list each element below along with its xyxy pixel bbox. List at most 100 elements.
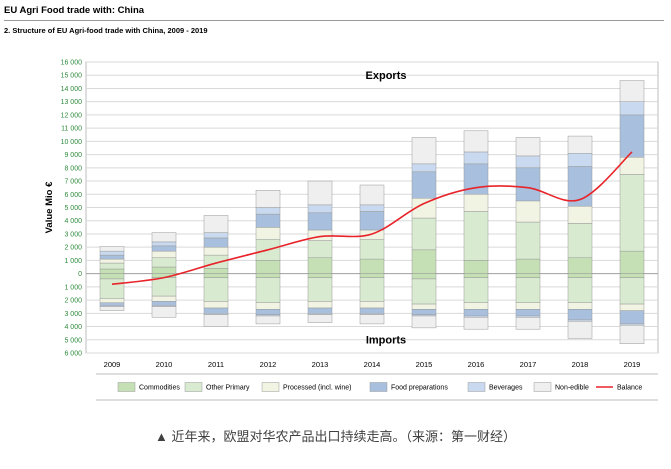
bar-import-food-preparations [255,309,281,315]
bar-export-processed-incl-wine [463,194,489,212]
legend-commodities-swatch [117,382,136,392]
bar-import-other-primary [411,278,437,305]
bar-export-food-preparations [307,212,333,231]
bar-export-food-preparations [515,167,541,202]
bar-import-non-edible [515,317,541,330]
bar-export-non-edible [255,190,281,208]
bar-import-commodities [463,273,489,278]
bar-export-processed-incl-wine [255,227,281,240]
bar-export-commodities [203,268,229,274]
bar-import-non-edible [255,315,281,325]
bar-export-commodities [515,258,541,274]
bar-export-food-preparations [203,237,229,248]
legend-beverages-swatch [467,382,486,392]
y-tick-label: 0 [78,271,82,278]
image-caption: ▲ 近年来，欧盟对华农产品出口持续走高。（来源：第一财经） [155,429,516,444]
bar-import-non-edible [99,306,125,311]
bar-export-non-edible [99,246,125,252]
bar-export-commodities [99,268,125,274]
bar-export-non-edible [151,232,177,243]
bar-import-food-preparations [99,302,125,306]
bar-export-beverages [203,232,229,239]
bar-export-beverages [307,204,333,214]
bar-export-commodities [619,250,645,274]
bar-import-other-primary [463,277,489,303]
bar-export-beverages [619,101,645,116]
y-tick-label: 9 000 [64,152,82,159]
y-tick-label: 2 000 [64,298,82,305]
x-tick-label: 2017 [520,360,537,369]
bar-import-other-primary [255,277,281,303]
x-tick-label: 2013 [312,360,329,369]
legend-food-preparations-swatch [369,382,388,392]
page-title: EU Agri Food trade with: China [4,5,145,16]
y-tick-label: 4 000 [64,218,82,225]
bar-import-commodities [515,273,541,278]
bar-import-processed-incl-wine [619,303,645,311]
y-tick-label: 7 000 [64,179,82,186]
bar-export-other-primary [567,223,593,259]
bar-export-food-preparations [619,114,645,158]
x-tick-label: 2018 [572,360,589,369]
y-tick-label: 2 000 [64,245,82,252]
bar-export-non-edible [203,215,229,233]
x-tick-label: 2019 [624,360,641,369]
bar-export-food-preparations [99,254,125,260]
bar-import-commodities [99,273,125,280]
legend-other-primary-swatch [184,382,203,392]
bar-import-commodities [359,273,385,278]
bar-import-processed-incl-wine [411,303,437,310]
y-tick-label: 8 000 [64,165,82,172]
y-tick-label: 10 000 [61,139,83,146]
bar-export-non-edible [567,135,593,154]
y-tick-label: 5 000 [64,337,82,344]
x-tick-label: 2010 [156,360,173,369]
legend-non-edible-swatch [533,382,552,392]
legend-food-preparations-label: Food preparations [391,385,448,392]
bar-import-food-preparations [203,307,229,314]
x-tick-label: 2016 [468,360,485,369]
bar-import-commodities [255,273,281,278]
bar-import-processed-incl-wine [307,301,333,309]
bar-export-non-edible [359,184,385,206]
exports-label: Exports [366,70,407,82]
y-axis-label: Value Mio € [44,181,55,233]
bar-import-commodities [567,273,593,278]
bar-export-commodities [307,257,333,274]
bar-import-food-preparations [151,301,177,306]
x-tick-label: 2014 [364,360,381,369]
bar-export-beverages [151,241,177,247]
bar-export-commodities [151,266,177,274]
bar-export-processed-incl-wine [567,205,593,224]
bar-export-non-edible [463,130,489,153]
bar-import-processed-incl-wine [515,302,541,310]
bar-export-food-preparations [359,211,385,231]
y-tick-label: 11 000 [61,126,82,133]
legend-beverages-label: Beverages [489,385,523,392]
legend-balance-label: Balance [617,385,642,392]
bar-import-non-edible [203,314,229,327]
bar-import-processed-incl-wine [151,295,177,302]
bar-export-beverages [359,204,385,212]
y-tick-label: 13 000 [61,99,83,106]
title-divider [4,20,664,21]
bar-import-non-edible [411,315,437,329]
legend-non-edible-label: Non-edible [555,385,589,392]
bar-import-processed-incl-wine [359,301,385,309]
trade-chart: 16 000 15 000 14 000 13 000 12 000 11 000 10 0… [44,60,659,401]
bar-import-processed-incl-wine [99,298,125,303]
bar-import-food-preparations [307,307,333,314]
bar-import-processed-incl-wine [567,302,593,310]
y-tick-label: 6 000 [64,351,82,358]
bar-import-processed-incl-wine [463,302,489,310]
bar-import-non-edible [567,321,593,339]
bar-export-other-primary [463,211,489,261]
bar-import-commodities [411,273,437,280]
imports-label: Imports [366,335,406,347]
x-tick-label: 2012 [260,360,277,369]
bar-export-beverages [567,153,593,167]
bar-import-other-primary [203,277,229,302]
bar-export-other-primary [515,221,541,260]
x-tick-label: 2011 [208,360,224,369]
bar-import-non-edible [151,306,177,318]
